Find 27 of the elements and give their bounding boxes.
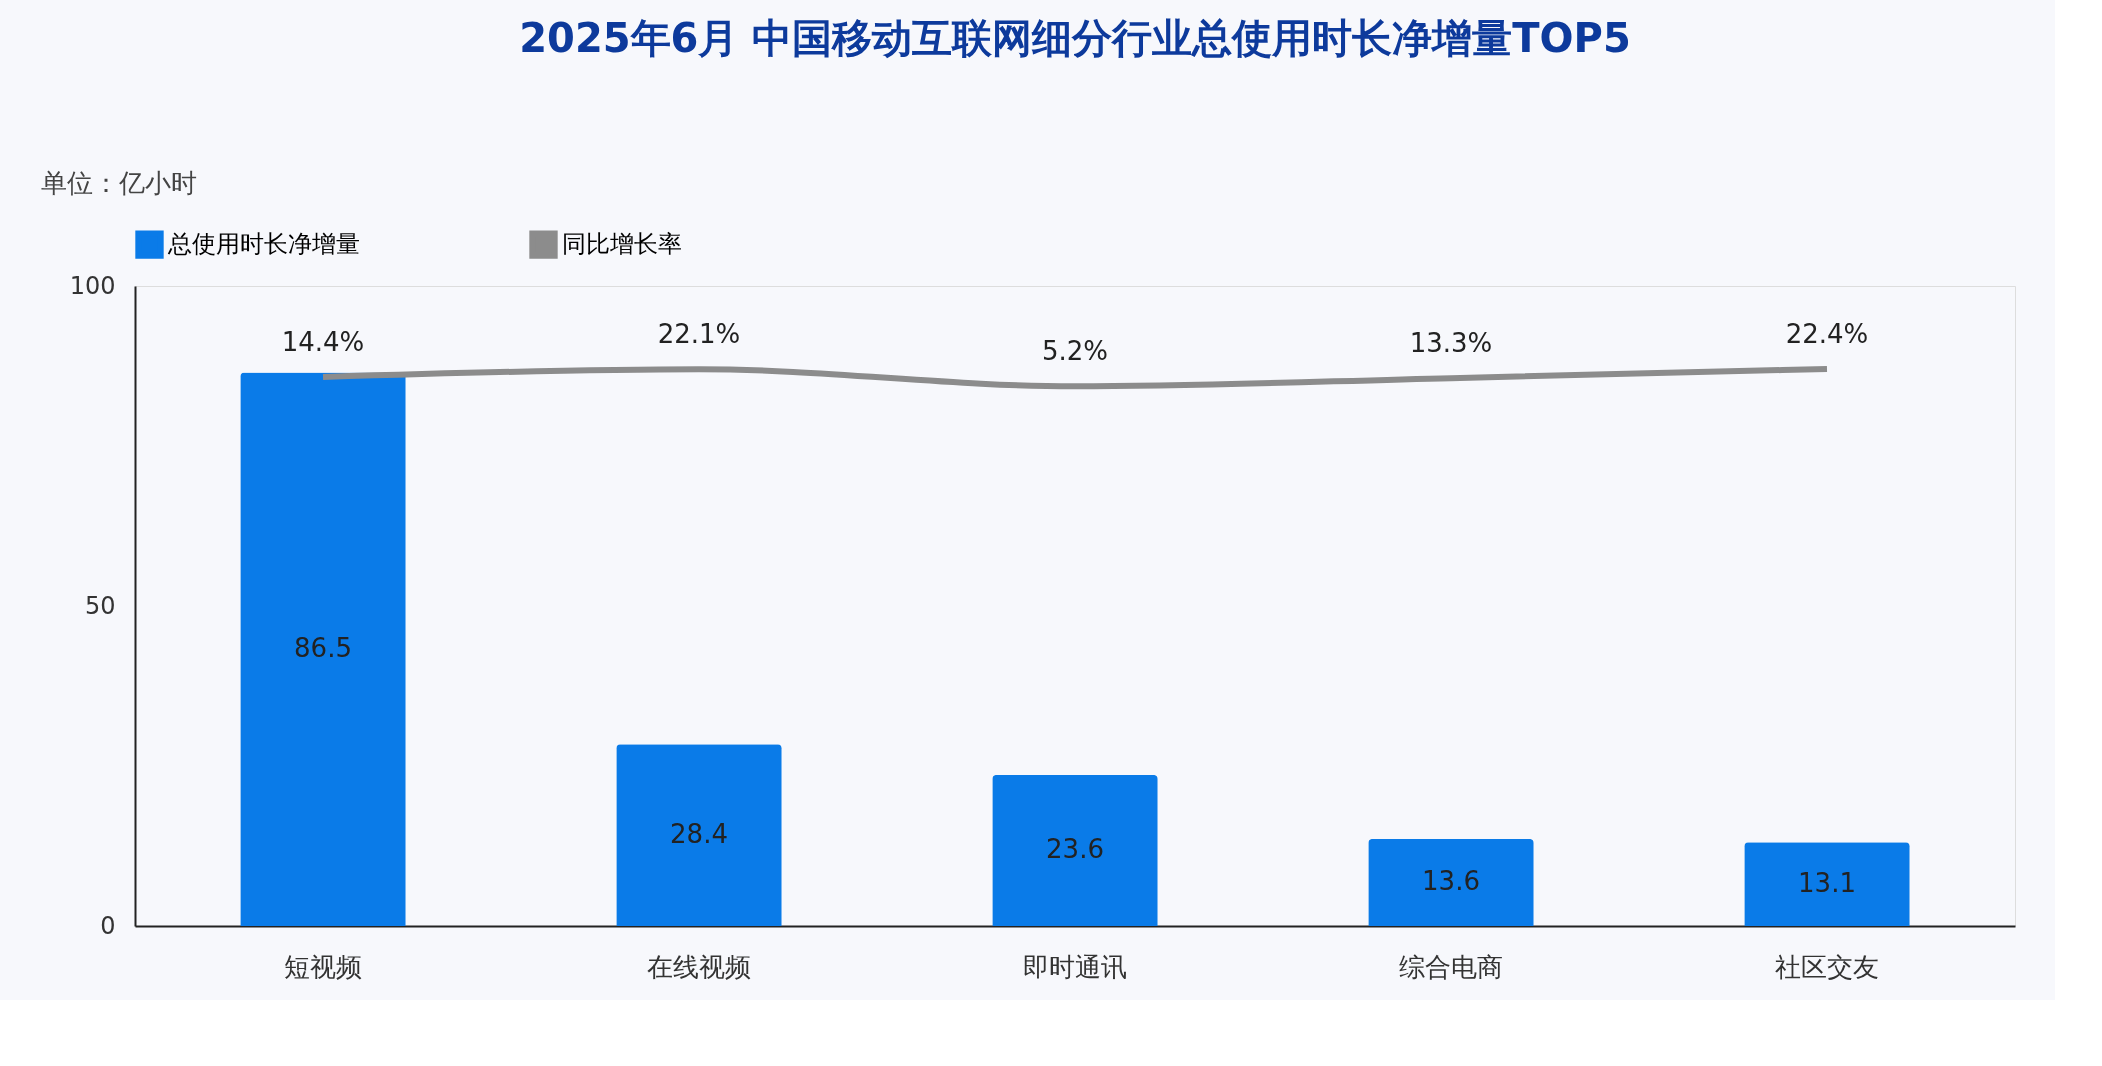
x-tick-label: 即时通讯	[1023, 951, 1127, 982]
y-tick-label: 100	[69, 271, 116, 300]
x-tick-label: 短视频	[284, 951, 362, 982]
legend-label: 同比增长率	[562, 229, 682, 258]
y-tick-label: 50	[84, 591, 116, 620]
data-label: 5.2%	[1041, 336, 1109, 367]
bar	[240, 372, 406, 926]
x-tick-label: 社区交友	[1775, 951, 1879, 982]
bar	[616, 744, 782, 926]
data-label: 22.4%	[1785, 318, 1869, 349]
data-label: 23.6	[1046, 834, 1104, 865]
data-label: 14.4%	[281, 327, 365, 358]
y-axis-title: 单位：亿小时	[40, 167, 197, 198]
data-label: 13.6	[1422, 866, 1480, 897]
bar	[992, 774, 1158, 926]
data-label: 13.1	[1798, 868, 1856, 899]
bar	[1744, 842, 1910, 926]
data-label: 22.1%	[657, 319, 741, 350]
data-label: 86.5	[294, 633, 352, 664]
data-label: 28.4	[670, 819, 728, 850]
legend-label: 总使用时长净增量	[167, 229, 360, 258]
bar	[1368, 838, 1534, 926]
data-label: 13.3%	[1409, 328, 1493, 359]
y-tick-label: 0	[100, 911, 116, 940]
x-tick-label: 综合电商	[1399, 951, 1503, 982]
chart-title: 2025年6月 中国移动互联网细分行业总使用时长净增量TOP5	[519, 15, 1631, 61]
x-tick-label: 在线视频	[647, 951, 751, 982]
